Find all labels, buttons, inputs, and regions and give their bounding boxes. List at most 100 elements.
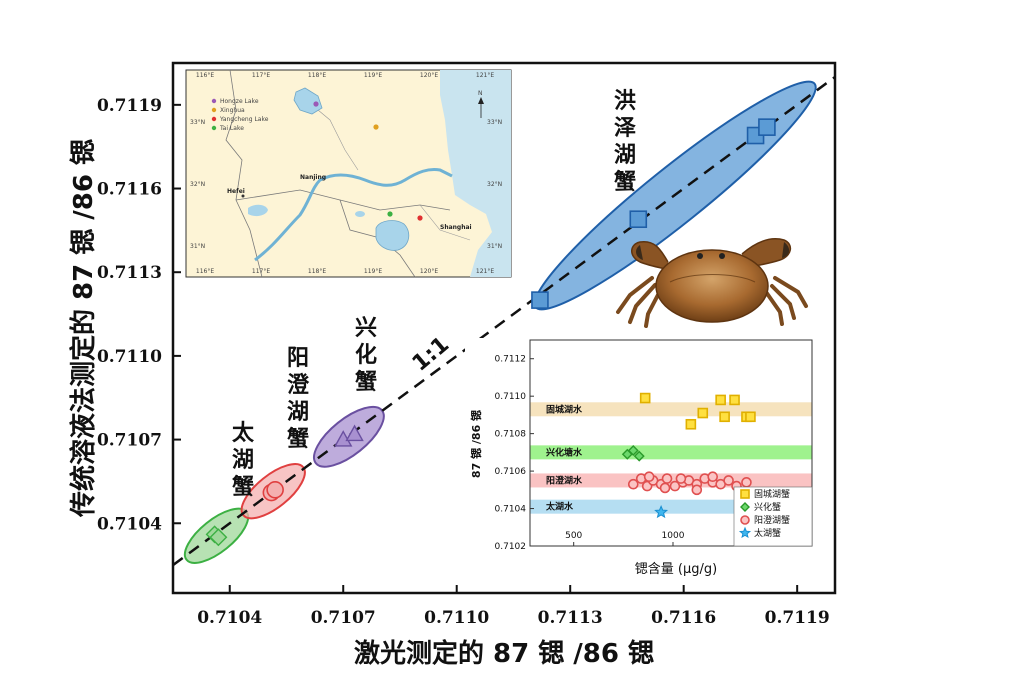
inset-point [633,450,645,462]
map-legend: Hongze Lake Xinghua Yangcheng Lake Tai Lake [211,98,269,132]
main-axis-ticks: 0.7104 0.7107 0.7110 0.7113 0.7116 0.7119 0.71… [97,96,830,628]
map-lat-right: 33°N [487,119,502,126]
y-tick-label: 0.7110 [97,347,162,367]
x-tick-label: 0.7119 [765,608,830,628]
inset-legend-label: 太湖蟹 [754,527,781,539]
inset-point [643,471,655,483]
group-label-char: 蟹 [614,169,636,195]
inset-point [723,475,734,486]
group-label-char: 蟹 [232,474,254,500]
data-point [209,528,228,547]
inset-point [697,407,709,419]
inset-legend-marker [740,502,750,512]
map-latitude-labels: 33°N 33°N 32°N 32°N 31°N 31°N [190,119,502,250]
x-tick-label: 0.7104 [197,608,262,628]
group-label-char: 蟹 [287,426,309,452]
water-band-label: 固城湖水 [546,403,583,415]
marker-hongze [313,101,319,107]
x-tick-label: 0.7110 [424,608,489,628]
group-label-char: 兴 [355,316,377,341]
map-lon-top: 116°E [196,72,214,79]
inset-y-tick-label: 0.7108 [495,430,527,440]
map-lon-top: 120°E [420,72,438,79]
inset-legend-marker [740,489,750,499]
map-legend-label: Hongze Lake [220,98,259,105]
map-lon-top: 117°E [252,72,270,79]
group-label-char: 澄 [287,373,310,398]
map-legend-dot [211,98,217,104]
data-point [345,424,364,442]
tai-lake [375,220,410,251]
city-dot-hefei [241,194,245,198]
water-band-label: 阳澄湖水 [546,474,583,486]
water-band [530,445,812,460]
city-nanjing: Nanjing [300,174,326,181]
map-legend-dot [211,107,217,113]
inset-y-tick-label: 0.7110 [495,392,527,402]
water-band-label: 太湖水 [545,501,574,513]
one-to-one-dashed-line [173,75,835,567]
inset-x-tick-label: 500 [565,531,582,541]
crab-photo [616,238,808,328]
group-label-char: 阳 [287,346,309,371]
yangtze-river [254,168,453,262]
group-label-char: 蟹 [355,369,377,395]
map-lon-top: 119°E [364,72,382,79]
inset-point [661,473,673,484]
inset-point [675,473,687,484]
y-axis-title: 传统溶液法测定的 87 锶 /86 锶 [68,139,99,518]
inset-point [639,392,651,404]
one-to-one-line [173,75,835,567]
inset-point [729,394,740,406]
inset-point [654,505,669,519]
map-lon-bottom: 119°E [364,268,382,275]
inset-point [685,418,697,430]
data-point [758,118,776,136]
one-to-one-label: 1:1 [408,332,454,376]
inset-point [627,445,639,456]
map-lat-left: 32°N [190,181,205,188]
y-tick-label: 0.7119 [97,96,162,116]
map-lat-left: 31°N [190,243,205,250]
inset-point [627,478,639,490]
city-shanghai: Shanghai [440,224,472,231]
y-tick-label: 0.7107 [97,431,162,451]
inset-y-tick-label: 0.7106 [495,467,527,477]
data-point [629,210,648,229]
group-label-char: 泽 [614,116,636,141]
y-tick-label: 0.7104 [97,514,162,534]
inset-frame [529,339,813,547]
inset-axis-ticks: 0.7102 0.7104 0.7106 0.7108 0.7110 0.7112 500 1… [495,355,685,552]
data-point [531,291,549,309]
inset-legend-label: 固城湖蟹 [754,488,790,500]
plot-frame [171,61,837,595]
group-label-char: 湖 [287,400,309,425]
map-lon-top: 121°E [476,72,494,79]
map-legend-dot [211,125,217,131]
marker-xinghua [373,124,379,130]
water-band-label: 兴化塘水 [546,446,583,458]
map-lon-bottom: 118°E [308,268,326,275]
map-legend-label: Xinghua [220,107,245,114]
inset-point [715,394,726,406]
inset-legend-label: 阳澄湖蟹 [754,514,790,526]
inset-point [707,471,719,483]
map-longitude-labels: 116°E 116°E 117°E 117°E 118°E 118°E 119°E 119°E… [196,72,494,275]
inset-y-tick-label: 0.7102 [495,542,527,552]
data-point [266,480,284,499]
x-tick-label: 0.7107 [311,608,376,628]
map-legend-label: Yangcheng Lake [219,116,269,123]
sea-area [440,70,511,277]
group-label-char: 湖 [232,448,254,473]
north-arrow: N [478,90,484,118]
inset-point [741,477,752,488]
gucheng-lake [355,211,365,217]
city-hefei: Hefei [227,188,245,195]
marker-yangcheng [417,215,423,221]
inset-legend-label: 兴化蟹 [754,501,781,513]
map-lat-right: 32°N [487,181,502,188]
x-tick-label: 0.7113 [538,608,603,628]
